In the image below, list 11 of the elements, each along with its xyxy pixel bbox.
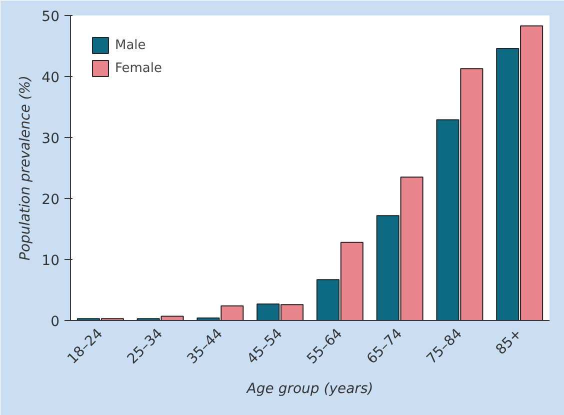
y-tick-label: 0 — [50, 314, 60, 330]
x-tick-label: 85+ — [493, 326, 526, 358]
y-tick-label: 40 — [42, 70, 60, 86]
legend-label: Male — [115, 38, 146, 52]
x-axis-title: Age group (years) — [246, 380, 374, 397]
legend-label: Female — [115, 60, 162, 76]
y-tick-label: 20 — [42, 192, 60, 208]
y-axis-title: Population prevalence (%) — [18, 75, 34, 260]
y-tick-label: 10 — [42, 253, 60, 269]
y-tick-label: 30 — [42, 131, 60, 147]
y-tick-label: 50 — [42, 9, 60, 25]
